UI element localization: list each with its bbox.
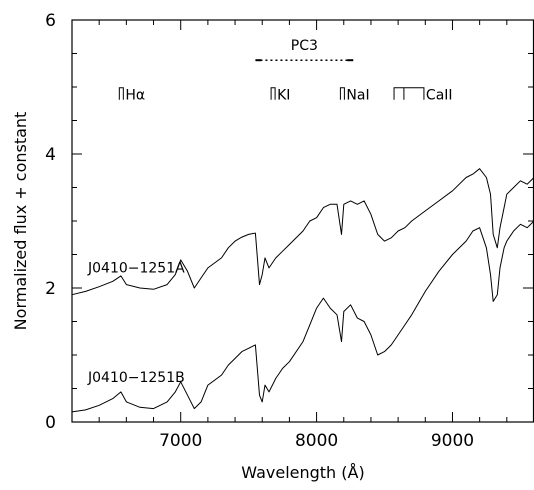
series-line-a [71,168,534,296]
series-label-b: J0410−1251B [87,370,185,386]
feature-bracket [118,87,124,100]
spectra-series: J0410−1251A J0410−1251B [71,168,534,413]
pc3-label: PC3 [291,38,318,54]
feature-bracket [270,87,276,100]
feature-bracket [393,87,425,100]
feature-bracket [339,87,345,100]
feature-label: NaI [346,88,369,104]
x-axis-title: Wavelength (Å) [241,463,364,482]
y-axis-title: Normalized flux + constant [11,112,30,331]
feature-label: KI [277,88,290,104]
axis-ticks: 7000 8000 9000 0 2 4 6 [45,11,534,451]
feature-annotations: PC3 Hα KI NaI CaII [118,38,453,104]
y-tick-label: 6 [45,11,56,31]
series-label-a: J0410−1251A [87,261,185,277]
feature-marker: NaI [339,87,370,104]
x-tick-label: 9000 [431,431,474,451]
plot-frame [71,19,534,423]
series-line-b [71,220,534,413]
feature-marker: KI [270,87,290,104]
x-tick-label: 7000 [159,431,202,451]
y-tick-label: 0 [45,413,56,433]
feature-marker: Hα [118,87,145,104]
x-tick-label: 8000 [295,431,338,451]
y-tick-label: 4 [45,145,56,165]
feature-label: Hα [125,88,145,104]
feature-marker: CaII [393,87,453,104]
y-tick-label: 2 [45,279,56,299]
feature-label: CaII [426,88,453,104]
plot-border [71,19,534,423]
